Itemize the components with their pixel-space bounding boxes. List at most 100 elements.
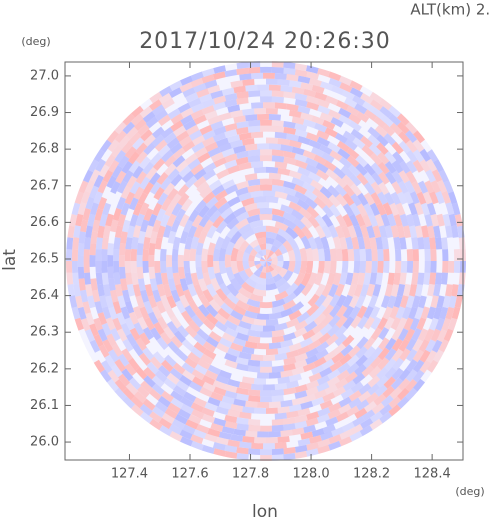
echo-cell [190,434,204,445]
echo-cell [353,224,363,238]
echo-cell [153,321,165,336]
echo-cell [335,294,347,308]
echo-cell [137,123,150,137]
echo-cell [426,158,437,172]
echo-cell [248,67,261,74]
echo-cell [336,140,350,153]
echo-cell [224,352,238,363]
echo-cell [419,360,431,374]
echo-cell [221,87,235,96]
y-tick-label: 26.2 [30,361,59,376]
echo-cell [114,150,126,163]
echo-cell [246,298,261,308]
echo-cell [248,448,261,455]
echo-cell [412,139,425,153]
echo-cell [399,160,411,174]
echo-cell [391,160,404,174]
echo-cell [302,181,316,193]
echo-cell [126,283,136,297]
echo-cell [271,305,285,314]
echo-cell [339,429,353,440]
echo-cell [271,424,284,432]
echo-cell [230,404,243,413]
echo-cell [260,449,272,456]
echo-cell [424,249,431,261]
echo-cell [120,278,128,291]
echo-cell [89,243,97,256]
echo-cell [377,357,390,371]
echo-cell [300,216,313,229]
echo-cell [355,295,366,309]
echo-cell [202,381,216,392]
echo-cell [135,337,147,351]
echo-cell [122,289,131,303]
echo-cell [122,387,135,401]
echo-cell [170,335,183,349]
echo-cell [266,108,278,115]
echo-cell [204,402,218,412]
echo-cell [458,237,466,250]
echo-cell [191,369,205,381]
echo-cell [257,113,269,121]
echo-cell [379,403,393,416]
echo-cell [205,196,219,209]
echo-cell [260,256,266,261]
echo-cell [152,219,162,233]
echo-cell [118,135,131,149]
echo-cell [208,331,222,343]
echo-cell [339,156,352,169]
echo-cell [124,191,135,205]
echo-cell [153,186,165,201]
echo-cell [191,314,204,328]
echo-cell [416,317,427,331]
echo-cell [300,272,312,287]
echo-cell [135,213,145,227]
echo-cell [340,344,354,357]
echo-cell [361,365,375,378]
echo-cell [293,272,305,287]
echo-cell [143,236,151,250]
echo-cell [204,79,218,89]
echo-cell [361,144,375,157]
echo-cell [383,133,396,146]
echo-cell [239,411,252,420]
echo-cell [245,430,258,438]
echo-cell [214,272,225,286]
echo-cell [142,111,156,124]
echo-cell [280,339,294,348]
echo-cell [266,261,269,267]
echo-cell [204,433,218,443]
echo-cell [306,132,320,142]
echo-cell [201,74,215,84]
echo-cell [424,214,433,227]
echo-cell [271,67,284,74]
echo-cell [304,320,318,333]
echo-cell [329,248,337,261]
echo-cell [341,248,349,261]
echo-cell [371,107,385,120]
echo-cell [314,91,328,101]
echo-cell [247,155,261,163]
echo-cell [400,261,408,273]
echo-cell [334,333,348,347]
echo-cell [131,404,144,417]
echo-cell [130,396,144,409]
echo-cell [302,329,316,341]
echo-cell [177,408,191,420]
echo-cell [260,90,272,97]
echo-cell [187,225,198,239]
echo-cell [183,391,197,403]
echo-cell [266,348,279,356]
echo-cell [280,399,293,408]
echo-cell [277,138,291,146]
echo-cell [197,358,211,370]
echo-cell [257,265,264,272]
echo-cell [412,349,424,363]
echo-cell [166,372,180,385]
echo-cell [214,197,228,210]
echo-cell [130,261,138,274]
echo-cell [100,139,112,153]
y-tick-label: 26.6 [30,215,59,230]
echo-cell [433,225,441,238]
echo-cell [406,261,414,273]
